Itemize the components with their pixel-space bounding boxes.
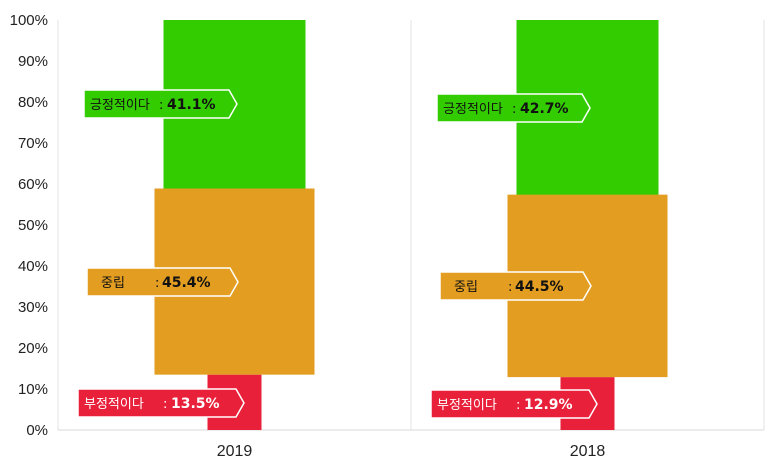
data-label-positive-2019: 긍정적이다:41.1% xyxy=(83,89,238,119)
data-label-separator: : xyxy=(512,102,516,117)
data-label-separator: : xyxy=(508,280,512,295)
data-label-negative-2019: 부정적이다:13.5% xyxy=(77,388,245,418)
y-tick-label: 10% xyxy=(18,381,48,398)
data-label-separator: : xyxy=(163,397,167,412)
data-label-box xyxy=(86,267,239,297)
data-label-positive-2018: 긍정적이다:42.7% xyxy=(436,93,591,123)
data-label-series-name: 부정적이다 xyxy=(437,398,497,413)
data-label-separator: : xyxy=(159,98,163,113)
data-label-value: 42.7% xyxy=(520,101,569,117)
data-label-value: 12.9% xyxy=(524,397,573,413)
y-tick-label: 80% xyxy=(18,94,48,111)
y-tick-label: 40% xyxy=(18,258,48,275)
data-label-box xyxy=(77,388,245,418)
y-tick-label: 90% xyxy=(18,53,48,70)
data-label-box xyxy=(430,389,598,419)
data-label-box xyxy=(83,89,238,119)
data-label-negative-2018: 부정적이다:12.9% xyxy=(430,389,598,419)
y-tick-label: 70% xyxy=(18,135,48,152)
data-label-separator: : xyxy=(516,398,520,413)
x-tick-label: 2019 xyxy=(217,443,253,460)
data-label-neutral-2018: 중립:44.5% xyxy=(439,271,592,301)
data-label-series-name: 중립 xyxy=(101,276,125,291)
data-label-separator: : xyxy=(155,276,159,291)
data-label-value: 13.5% xyxy=(171,396,220,412)
data-label-series-name: 중립 xyxy=(454,280,478,295)
data-label-neutral-2019: 중립:45.4% xyxy=(86,267,239,297)
data-label-series-name: 긍정적이다 xyxy=(90,98,150,113)
data-label-series-name: 긍정적이다 xyxy=(443,102,503,117)
y-tick-label: 50% xyxy=(18,217,48,234)
x-tick-label: 2018 xyxy=(570,443,606,460)
data-label-series-name: 부정적이다 xyxy=(84,397,144,412)
y-tick-label: 60% xyxy=(18,176,48,193)
y-tick-label: 0% xyxy=(26,422,48,439)
data-label-value: 44.5% xyxy=(515,279,564,295)
data-label-value: 41.1% xyxy=(167,97,216,113)
data-label-box xyxy=(436,93,591,123)
data-label-box xyxy=(439,271,592,301)
y-tick-label: 20% xyxy=(18,340,48,357)
data-label-value: 45.4% xyxy=(162,275,211,291)
y-tick-label: 100% xyxy=(10,12,48,29)
y-tick-label: 30% xyxy=(18,299,48,316)
